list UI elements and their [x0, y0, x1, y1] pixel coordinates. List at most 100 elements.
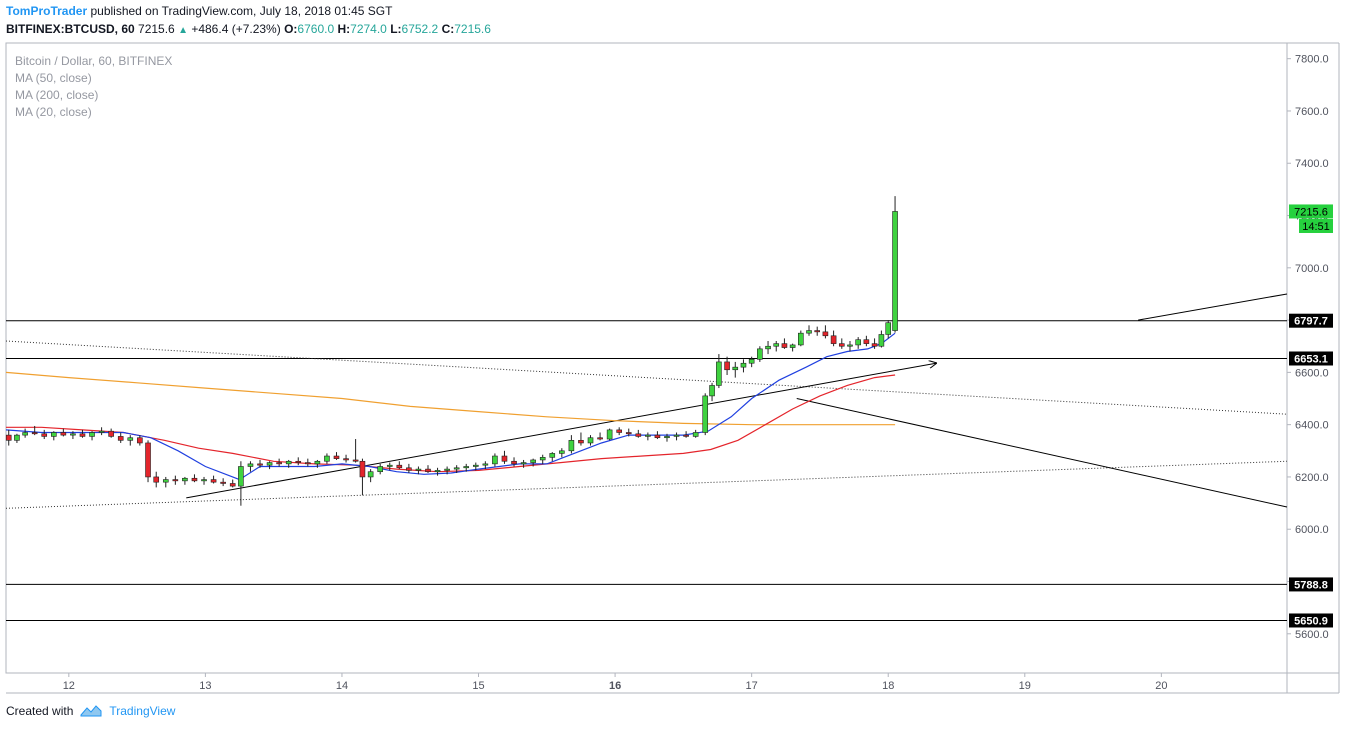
legend-ma200[interactable]: MA (200, close) — [15, 88, 99, 102]
chart-legend: Bitcoin / Dollar, 60, BITFINEX MA (50, c… — [15, 53, 172, 121]
candle-body — [238, 466, 244, 487]
candle-body — [434, 470, 441, 473]
candle-body — [789, 344, 796, 348]
candle-body — [220, 481, 226, 484]
legend-title: Bitcoin / Dollar, 60, BITFINEX — [15, 54, 173, 68]
x-tick-label: 19 — [1019, 680, 1031, 692]
x-tick-label: 16 — [609, 680, 621, 692]
x-tick-label: 14 — [336, 680, 348, 692]
candle-body — [50, 432, 57, 437]
candle-body — [343, 458, 349, 461]
candle-body — [5, 434, 12, 441]
price-tag-box — [1289, 577, 1333, 592]
candle-body — [14, 434, 20, 441]
candle-body — [285, 460, 292, 465]
close-label: C: — [441, 22, 455, 36]
y-tick-label: 6000.0 — [1295, 524, 1329, 536]
candle-body — [597, 437, 603, 440]
candle-body — [210, 479, 217, 483]
candle-body — [145, 442, 151, 478]
high-value: 7274.0 — [350, 22, 387, 36]
candle-body — [822, 331, 829, 337]
trendline — [1138, 293, 1288, 321]
legend-ma50[interactable]: MA (50, close) — [15, 71, 92, 85]
candle-body — [108, 430, 114, 437]
low-value: 6752.2 — [401, 22, 439, 36]
candle-body — [257, 463, 263, 466]
price-chart[interactable]: 5600.05800.06000.06200.06400.06600.06800… — [0, 0, 1347, 700]
candle-body — [732, 366, 739, 371]
candle-body — [654, 434, 661, 439]
candle-body — [314, 460, 321, 465]
price-change: +486.4 (+7.23%) — [191, 22, 281, 36]
candle-body — [201, 479, 207, 482]
candle-body — [79, 433, 86, 437]
candle-body — [482, 463, 489, 466]
y-tick-label: 6600.0 — [1295, 367, 1329, 379]
x-tick-label: 20 — [1155, 680, 1167, 692]
open-value: 6760.0 — [297, 22, 335, 36]
last-price: 7215.6 — [138, 22, 175, 36]
high-label: H: — [337, 22, 351, 36]
price-tag-box — [1289, 613, 1333, 628]
trendline — [5, 460, 1288, 509]
candle-body — [501, 455, 508, 462]
candle-body — [333, 455, 340, 459]
ma200-line — [5, 371, 896, 426]
candle-body — [182, 477, 188, 482]
candle-body — [724, 361, 730, 371]
candle-body — [352, 459, 359, 462]
publish-header: TomProTrader published on TradingView.co… — [6, 4, 392, 20]
x-tick-label: 15 — [472, 680, 484, 692]
price-tag-box — [1289, 351, 1333, 366]
candle-body — [127, 437, 134, 441]
legend-ma20[interactable]: MA (20, close) — [15, 105, 92, 119]
x-tick-label: 18 — [882, 680, 894, 692]
candle-body — [266, 462, 273, 466]
candle-body — [625, 432, 632, 435]
y-tick-label: 6200.0 — [1295, 472, 1329, 484]
candle-body — [70, 433, 76, 436]
price-tag-label: 14:51 — [1302, 221, 1330, 233]
candle-body — [41, 433, 48, 437]
candle-body — [568, 440, 575, 452]
price-tag-label: 7215.6 — [1294, 206, 1328, 218]
candle-body — [162, 479, 169, 483]
trendline — [5, 340, 1288, 415]
candle-body — [549, 453, 556, 458]
candle-body — [683, 434, 689, 437]
symbol-label: BITFINEX:BTCUSD, 60 — [6, 22, 135, 36]
price-tag-label: 6797.7 — [1294, 316, 1328, 328]
candle-body — [305, 462, 311, 465]
up-arrow-icon: ▲ — [178, 25, 188, 36]
publish-info: published on TradingView.com, July 18, 2… — [87, 4, 393, 18]
candle-body — [530, 459, 536, 463]
candle-body — [191, 477, 198, 482]
x-tick-label: 13 — [199, 680, 211, 692]
tradingview-link[interactable]: TradingView — [109, 704, 176, 718]
candle-body — [386, 464, 393, 467]
y-tick-label: 7800.0 — [1295, 54, 1329, 66]
low-label: L: — [390, 22, 402, 36]
candle-body — [539, 457, 546, 461]
candle-body — [22, 432, 28, 436]
author-name[interactable]: TomProTrader — [6, 4, 88, 18]
candle-body — [798, 332, 804, 346]
price-tag-label: 5650.9 — [1294, 615, 1328, 627]
candle-body — [645, 434, 651, 437]
candle-body — [855, 339, 861, 346]
candle-body — [635, 433, 642, 437]
ma20-line — [5, 332, 896, 481]
price-tag-label: 6653.1 — [1294, 353, 1328, 365]
x-tick-label: 12 — [63, 680, 75, 692]
candle-body — [453, 467, 460, 470]
candle-body — [406, 467, 412, 471]
candle-body — [740, 362, 747, 368]
candle-body — [98, 430, 105, 433]
price-tag-box — [1289, 313, 1333, 328]
tradingview-logo-icon[interactable] — [79, 704, 103, 718]
candle-body — [89, 432, 95, 437]
candle-body — [276, 462, 282, 465]
candle-body — [578, 440, 584, 444]
candle-body — [847, 344, 853, 347]
